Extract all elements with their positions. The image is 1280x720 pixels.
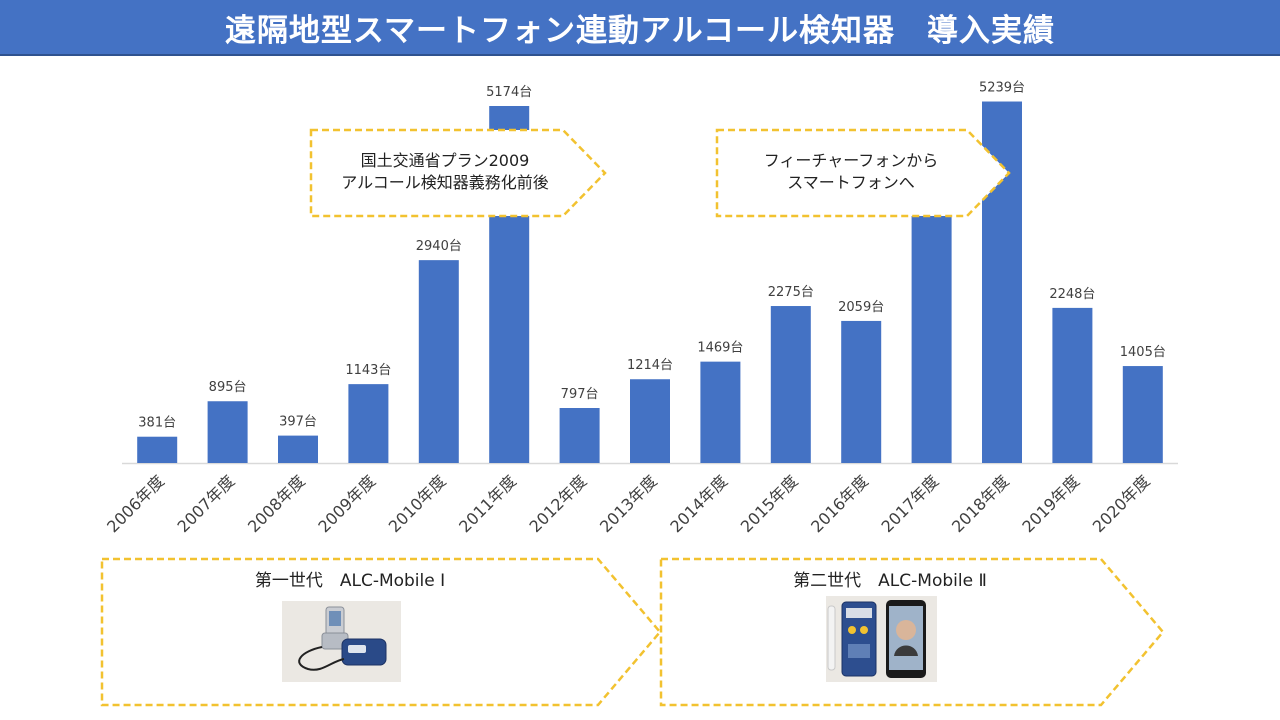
tick-label-2012年度: 2012年度	[526, 471, 591, 536]
smartphone-detector-image	[826, 596, 937, 682]
tick-label-2016年度: 2016年度	[807, 471, 872, 536]
callout-line: スマートフォンへ	[787, 173, 915, 192]
bar-2016年度	[841, 320, 882, 463]
value-label-2009年度: 1143台	[345, 363, 391, 378]
bar-2014年度	[700, 361, 741, 463]
bar-2006年度	[137, 436, 178, 463]
callout-label-plan2009: 国土交通省プラン2009 アルコール検知器義務化前後	[310, 150, 580, 194]
bar-2009年度	[348, 384, 389, 463]
value-label-2007年度: 895台	[209, 380, 247, 395]
bars-group	[137, 101, 1163, 463]
tick-label-2013年度: 2013年度	[596, 471, 661, 536]
callout-line: 国土交通省プラン2009	[360, 151, 530, 170]
tick-label-2017年度: 2017年度	[878, 471, 943, 536]
tick-labels-group: 2006年度 2007年度 2008年度 2009年度 2010年度 2011年度 2012…	[103, 471, 1153, 536]
tick-label-2020年度: 2020年度	[1089, 471, 1154, 536]
tick-label-2009年度: 2009年度	[314, 471, 379, 536]
bar-2019年度	[1052, 307, 1093, 463]
callout-arrow-smartphone	[715, 128, 1011, 218]
tick-label-2019年度: 2019年度	[1018, 471, 1083, 536]
generation-label-1: 第一世代 ALC-Mobile Ⅰ	[254, 571, 446, 591]
tick-label-2007年度: 2007年度	[174, 471, 239, 536]
value-label-2019年度: 2248台	[1049, 287, 1095, 302]
tick-label-2006年度: 2006年度	[103, 471, 168, 536]
callout-label-smartphone: フィーチャーフォンから スマートフォンへ	[716, 150, 986, 194]
title-bar: 遠隔地型スマートフォン連動アルコール検知器 導入実績	[0, 0, 1280, 56]
tick-label-2014年度: 2014年度	[666, 471, 731, 536]
bar-2013年度	[630, 379, 670, 463]
bar-2007年度	[207, 401, 248, 463]
value-label-2020年度: 1405台	[1120, 345, 1166, 360]
value-label-2012年度: 797台	[561, 387, 599, 402]
tick-label-2018年度: 2018年度	[948, 471, 1013, 536]
value-label-2006年度: 381台	[138, 416, 176, 431]
generation-1-photo	[282, 601, 401, 682]
value-label-2016年度: 2059台	[838, 300, 884, 315]
value-label-2011年度: 5174台	[486, 85, 532, 100]
page-title: 遠隔地型スマートフォン連動アルコール検知器 導入実績	[224, 12, 1056, 49]
flip-phone-detector-image	[282, 601, 401, 682]
value-label-2018年度: 5239台	[979, 81, 1025, 96]
bar-2015年度	[770, 306, 811, 463]
callout-line: フィーチャーフォンから	[763, 151, 939, 170]
bar-2020年度	[1122, 366, 1163, 463]
bar-2010年度	[418, 260, 459, 463]
value-label-2008年度: 397台	[279, 415, 317, 430]
value-labels-group: 381台 895台 397台 1143台 2940台 5174台 797台 1214台 1469…	[138, 81, 1166, 431]
value-label-2013年度: 1214台	[627, 358, 673, 373]
value-label-2010年度: 2940台	[416, 239, 462, 254]
generation-2-photo	[826, 596, 937, 682]
tick-label-2015年度: 2015年度	[737, 471, 802, 536]
bar-2017年度	[911, 215, 952, 463]
callout-line: アルコール検知器義務化前後	[341, 173, 549, 192]
generation-label-2: 第二世代 ALC-Mobile Ⅱ	[793, 571, 987, 591]
bar-2008年度	[278, 435, 318, 463]
callout-arrow-plan2009	[309, 128, 607, 218]
bar-2012年度	[559, 408, 600, 463]
value-label-2015年度: 2275台	[768, 285, 814, 300]
tick-label-2008年度: 2008年度	[244, 471, 309, 536]
tick-label-2010年度: 2010年度	[385, 471, 450, 536]
value-label-2014年度: 1469台	[697, 341, 743, 356]
tick-label-2011年度: 2011年度	[455, 471, 520, 536]
